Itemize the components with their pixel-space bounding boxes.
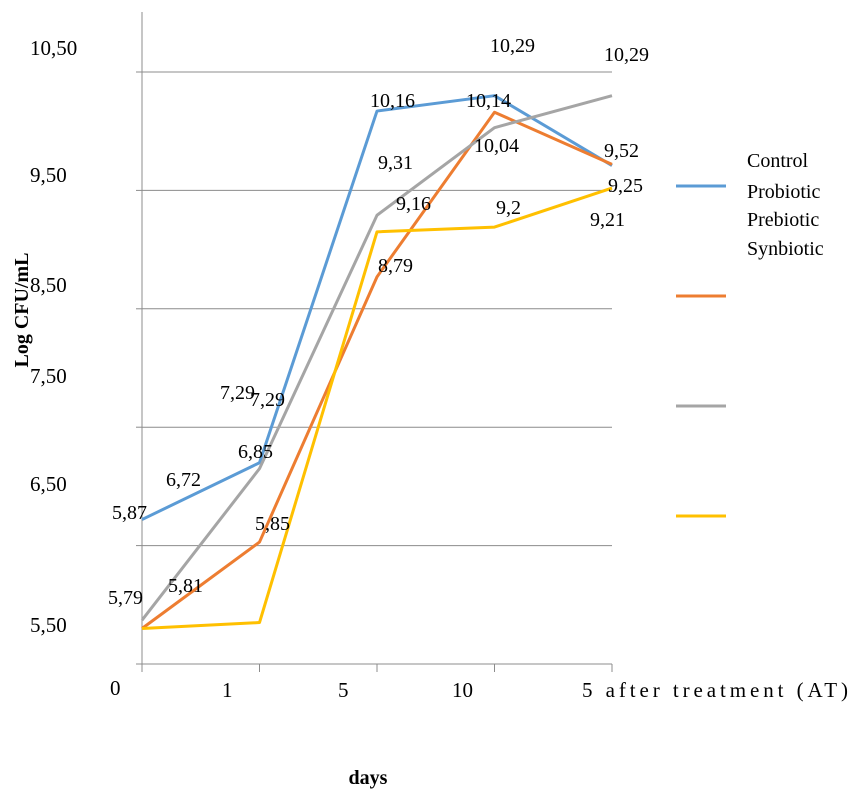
x-tick-label: 10: [452, 678, 473, 702]
data-label: 9,2: [496, 197, 521, 219]
legend: Control Probiotic Prebiotic Synbiotic: [676, 150, 824, 518]
data-label: 9,31: [378, 152, 413, 174]
data-labels: 5,87 6,72 10,16 10,14 9,21 5,79 7,29 8,79 10,04 9…: [108, 35, 649, 609]
data-label: 5,79: [108, 587, 143, 609]
data-label: 9,52: [604, 140, 639, 162]
x-tick-label: 1: [222, 678, 233, 702]
y-tick-label: 9,50: [30, 163, 67, 187]
legend-entry-label: Prebiotic: [747, 209, 819, 231]
y-tick-label: 10,50: [30, 36, 77, 60]
data-label: 5,87: [112, 502, 147, 524]
x-tick-labels: 0 1 5 10 5 after treatment (AT): [110, 676, 848, 702]
data-label: 5,85: [255, 513, 290, 535]
legend-entry-label: Probiotic: [747, 181, 820, 203]
series-line: [141, 186, 613, 630]
y-axis-title: Log CFU/mL: [11, 253, 33, 368]
y-tick-labels: 5,50 6,50 7,50 8,50 9,50 10,50: [30, 36, 77, 637]
y-tick-label: 8,50: [30, 273, 67, 297]
data-label: 9,25: [608, 175, 643, 197]
data-label: 7,29: [250, 389, 285, 411]
y-tick-label: 5,50: [30, 613, 67, 637]
data-label: 6,72: [166, 469, 201, 491]
data-label: 6,85: [238, 441, 273, 463]
data-label: 10,29: [490, 35, 535, 57]
x-tick-label: 5: [338, 678, 349, 702]
data-label: 10,29: [604, 44, 649, 66]
data-label: 9,21: [590, 209, 625, 231]
axes: [136, 12, 613, 672]
y-tick-label: 7,50: [30, 364, 67, 388]
series-line: [141, 94, 613, 521]
x-tick-label: 0: [110, 676, 121, 700]
x-tick-label: 5 after treatment (AT): [582, 678, 848, 702]
x-axis-title: days: [349, 767, 388, 789]
gridlines: [142, 71, 612, 547]
data-label: 10,16: [370, 90, 415, 112]
data-label: 8,79: [378, 255, 413, 277]
data-label: 5,81: [168, 575, 203, 597]
y-tick-label: 6,50: [30, 472, 67, 496]
data-label: 10,14: [466, 90, 511, 112]
series-line: [141, 110, 613, 630]
data-label: 7,29: [220, 382, 255, 404]
data-label: 10,04: [474, 135, 519, 157]
series-lines: [140, 94, 613, 630]
legend-entry-label: Synbiotic: [747, 238, 824, 260]
data-label: 9,16: [396, 193, 431, 215]
legend-entry-label: Control: [747, 150, 809, 172]
series-line: [140, 94, 613, 622]
